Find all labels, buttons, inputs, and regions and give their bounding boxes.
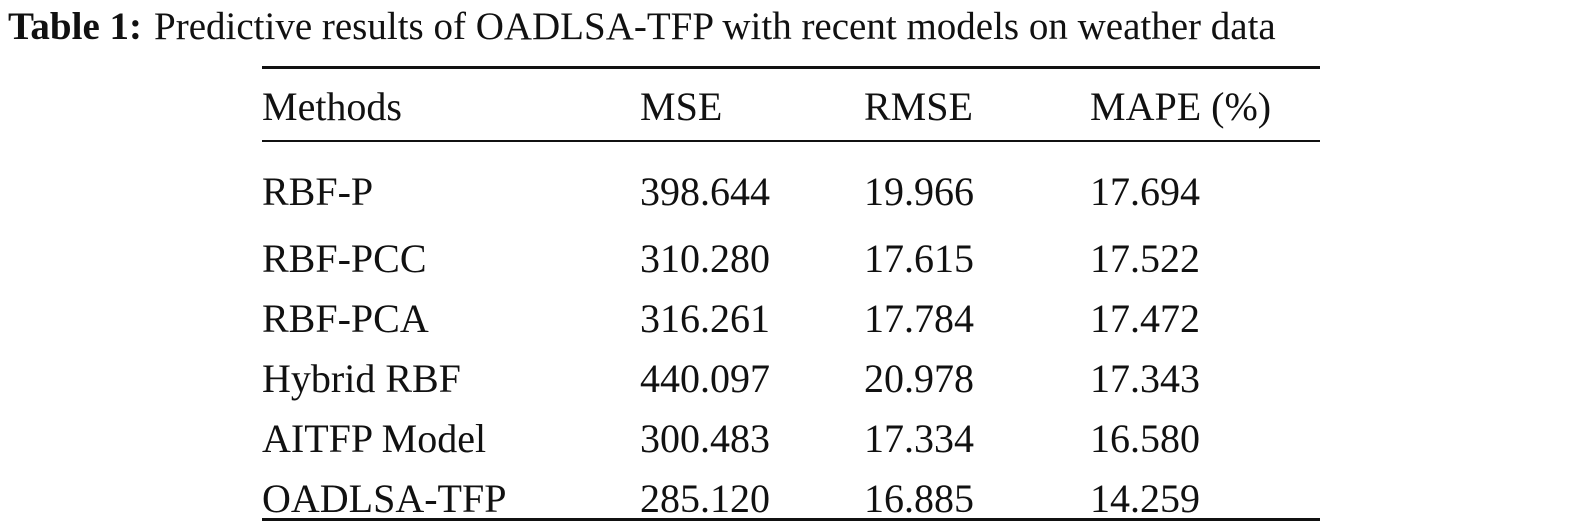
mape-cell: 17.694: [1090, 168, 1200, 214]
method-cell: OADLSA-TFP: [262, 475, 507, 521]
mape-cell: 14.259: [1090, 475, 1200, 521]
header-rmse: RMSE: [864, 83, 973, 129]
method-cell: RBF-P: [262, 168, 374, 214]
table-row: AITFP Model 300.483 17.334 16.580: [262, 408, 1320, 468]
mse-cell: 316.261: [640, 295, 770, 341]
header-mape: MAPE (%): [1090, 83, 1272, 129]
mape-cell: 17.472: [1090, 295, 1200, 341]
mape-cell: 17.343: [1090, 355, 1200, 401]
header-methods: Methods: [262, 83, 402, 129]
results-table: Methods MSE RMSE MAPE (%) RBF-P 398.644 …: [262, 66, 1320, 528]
rmse-cell: 17.784: [864, 295, 974, 341]
mape-cell: 17.522: [1090, 235, 1200, 281]
table-row: RBF-PCC 310.280 17.615 17.522: [262, 228, 1320, 288]
rmse-cell: 17.334: [864, 415, 974, 461]
method-cell: RBF-PCA: [262, 295, 429, 341]
table-row: Hybrid RBF 440.097 20.978 17.343: [262, 348, 1320, 408]
header-mse: MSE: [640, 83, 723, 129]
table-row: RBF-PCA 316.261 17.784 17.472: [262, 288, 1320, 348]
table-row: RBF-P 398.644 19.966 17.694: [262, 144, 1320, 228]
mse-cell: 440.097: [640, 355, 770, 401]
rmse-cell: 20.978: [864, 355, 974, 401]
method-cell: RBF-PCC: [262, 235, 427, 281]
table-caption: Table 1: Predictive results of OADLSA-TFP…: [8, 4, 1568, 50]
caption-text: Predictive results of OADLSA-TFP with re…: [154, 5, 1276, 48]
table-header-row: Methods MSE RMSE MAPE (%): [262, 66, 1320, 144]
method-cell: Hybrid RBF: [262, 355, 461, 401]
table-bottom-rule: [262, 518, 1320, 521]
rmse-cell: 19.966: [864, 168, 974, 214]
table-header-rule: [262, 140, 1320, 142]
mape-cell: 16.580: [1090, 415, 1200, 461]
mse-cell: 398.644: [640, 168, 770, 214]
mse-cell: 300.483: [640, 415, 770, 461]
table-top-rule: [262, 66, 1320, 69]
mse-cell: 285.120: [640, 475, 770, 521]
caption-label: Table 1:: [8, 5, 143, 48]
rmse-cell: 17.615: [864, 235, 974, 281]
table-row: OADLSA-TFP 285.120 16.885 14.259: [262, 468, 1320, 528]
mse-cell: 310.280: [640, 235, 770, 281]
rmse-cell: 16.885: [864, 475, 974, 521]
method-cell: AITFP Model: [262, 415, 487, 461]
